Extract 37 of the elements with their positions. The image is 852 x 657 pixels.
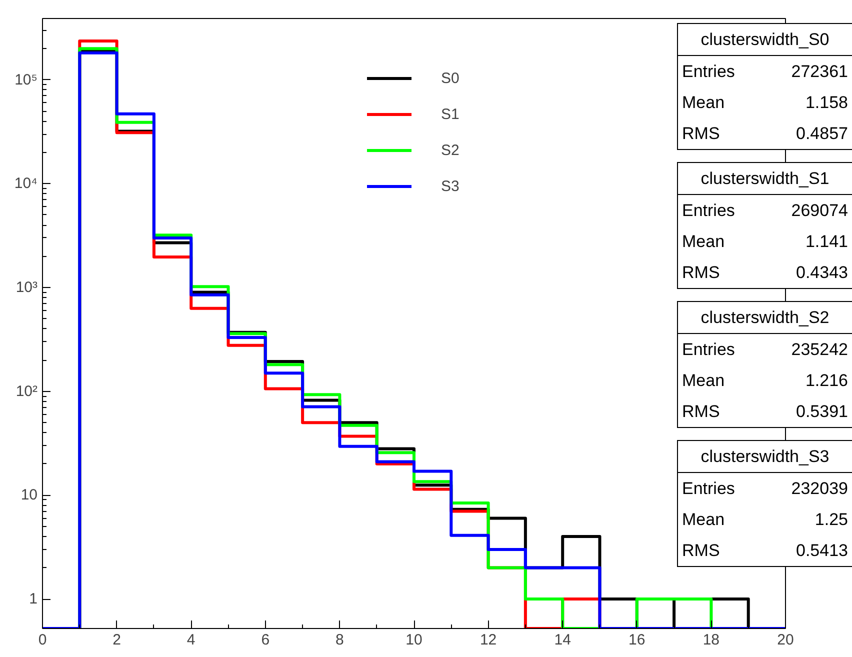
y-tick-label: 10⁴ — [14, 175, 38, 192]
x-tick-label: 4 — [186, 632, 196, 648]
text: Entries 269074 — [682, 201, 848, 220]
annotation: clusterswidth_S3 — [678, 441, 852, 473]
annotation: clusterswidth_S0 — [678, 24, 852, 56]
x-tick-label: 12 — [480, 632, 497, 648]
text: Entries 235242 — [682, 340, 848, 359]
text: Mean 1.158 — [682, 93, 848, 112]
x-tick-label: 8 — [336, 632, 344, 648]
x-tick-label: 14 — [554, 632, 571, 648]
text: Entries 232039 — [682, 479, 848, 498]
x-tick-label: 6 — [261, 632, 270, 648]
text: Entries 272361 — [682, 62, 848, 81]
y-tick-label: 10⁵ — [14, 71, 38, 88]
y-tick-label: 10 — [20, 486, 38, 504]
x-tick-label: 10 — [406, 632, 422, 648]
text: Mean 1.141 — [682, 232, 848, 251]
y-tick-label: 1 — [29, 590, 38, 608]
text: RMS 0.4857 — [682, 124, 848, 143]
legend-label: S3 — [441, 178, 460, 194]
x-tick-label: 18 — [702, 632, 720, 648]
legend-label: S2 — [441, 142, 460, 158]
x-tick-label: 2 — [112, 632, 121, 648]
text: Mean 1.25 — [682, 510, 848, 529]
legend-label: S1 — [441, 106, 460, 122]
y-tick-label: 10³ — [16, 279, 38, 296]
text: Mean 1.216 — [682, 371, 848, 390]
x-tick-label: 0 — [38, 632, 47, 648]
annotation: clusterswidth_S2 — [678, 302, 852, 334]
legend-label: S0 — [441, 70, 460, 86]
text: RMS 0.5413 — [682, 541, 848, 560]
annotation: clusterswidth_S1 — [678, 163, 852, 195]
text: RMS 0.4343 — [682, 263, 848, 282]
text: RMS 0.5391 — [682, 402, 848, 421]
x-tick-label: 16 — [628, 632, 646, 648]
x-tick-label: 20 — [777, 632, 794, 648]
y-tick-label: 10² — [16, 382, 38, 400]
